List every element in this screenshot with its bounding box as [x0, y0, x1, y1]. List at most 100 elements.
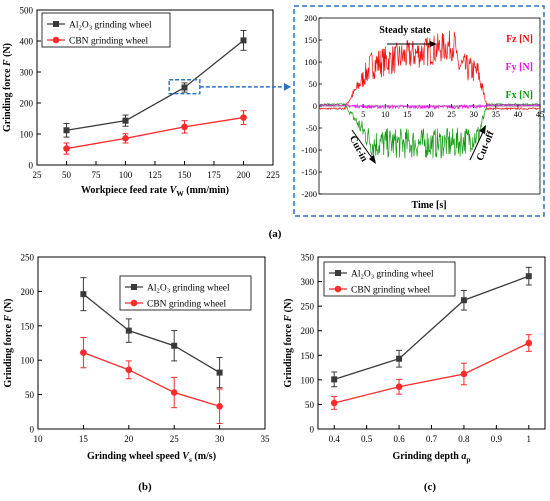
- x-tick-label: 200: [237, 170, 251, 180]
- legend-label: CBN grinding wheel: [147, 300, 227, 310]
- y-tick-label: 100: [20, 130, 34, 140]
- y-tick-label: 300: [301, 277, 315, 287]
- x-axis-label: Grinding depth ap: [392, 451, 470, 464]
- x-tick-label: 0.4: [329, 434, 341, 444]
- y-tick-label: 250: [301, 302, 315, 312]
- y-tick-label: 150: [301, 351, 315, 361]
- data-point: [170, 389, 178, 396]
- x-axis-label: Grinding wheel speed Vs (m/s): [87, 451, 216, 464]
- y-tick-label: 100: [21, 356, 35, 366]
- annotation-steady-arrowhead: [430, 41, 437, 47]
- data-point: [122, 117, 129, 124]
- inset-y-tick-label: -200: [301, 189, 317, 199]
- x-tick-label: 20: [124, 434, 134, 444]
- inset-x-tick-label: 35: [492, 109, 501, 119]
- data-point: [525, 273, 532, 280]
- y-axis-label: Grinding force F (N): [283, 299, 294, 388]
- x-tick-label: 30: [215, 434, 225, 444]
- annotation-cutin-arrow: [351, 129, 373, 159]
- y-tick-label: 400: [20, 37, 34, 47]
- data-point: [240, 37, 247, 44]
- legend-label: CBN grinding wheel: [69, 37, 149, 47]
- inset-legend-label: Fy [N]: [506, 62, 534, 73]
- inset-y-tick-label: -150: [301, 167, 317, 177]
- y-tick-label: 200: [20, 99, 34, 109]
- x-tick-label: 15: [79, 434, 89, 444]
- inset-x-tick-label: 25: [447, 109, 456, 119]
- data-point: [330, 399, 338, 407]
- data-point: [181, 123, 188, 131]
- legend-marker: [52, 36, 60, 44]
- y-tick-label: 500: [20, 6, 34, 16]
- x-tick-label: 225: [266, 170, 280, 180]
- legend-label: Al2O3 grinding wheel: [351, 270, 434, 281]
- series-line: [66, 116, 244, 150]
- inset-y-tick-label: 150: [304, 35, 317, 45]
- series-line: [334, 342, 530, 404]
- inset-y-tick-label: 100: [304, 57, 317, 67]
- panel-label: (b): [138, 481, 152, 493]
- data-point: [240, 114, 247, 121]
- legend-box: [41, 12, 171, 48]
- data-point: [80, 291, 87, 298]
- panel-label: (a): [269, 228, 282, 240]
- inset-y-tick-label: -50: [306, 123, 317, 133]
- series-line: [83, 352, 220, 407]
- signal-fy: [318, 103, 540, 110]
- x-tick-label: 150: [178, 170, 192, 180]
- series-line: [334, 275, 530, 380]
- data-point: [525, 339, 533, 347]
- chart-c: 0.4 0.5 0.6 0.7 0.8 0.9 1 0 50 100 150 200 250 300 350…: [283, 253, 546, 493]
- x-tick-label: 25: [170, 434, 180, 444]
- y-tick-label: 0: [29, 161, 34, 171]
- y-tick-label: 200: [301, 326, 315, 336]
- inset-legend-label: Fz [N]: [506, 34, 533, 45]
- series-line: [82, 293, 220, 374]
- legend-box: [119, 275, 252, 311]
- y-tick-label: 350: [301, 253, 315, 263]
- inset-x-axis-label: Time [s]: [411, 200, 446, 211]
- inset-x-tick-label: 15: [403, 109, 412, 119]
- x-tick-label: 0.6: [393, 434, 405, 444]
- data-point: [216, 369, 223, 376]
- inset-y-tick-label: 50: [309, 79, 318, 89]
- x-tick-label: 175: [207, 170, 221, 180]
- data-point: [395, 383, 403, 391]
- y-tick-label: 50: [305, 400, 315, 410]
- y-tick-label: 200: [21, 287, 35, 297]
- inset-x-tick-label: 45: [536, 109, 545, 119]
- annotation-cutoff-arrowhead: [479, 125, 486, 134]
- inset-x-tick-label: 30: [469, 109, 478, 119]
- series-line: [66, 39, 244, 131]
- inset-y-tick-label: -100: [301, 145, 317, 155]
- x-tick-label: 1: [527, 434, 532, 444]
- x-tick-label: 100: [119, 170, 133, 180]
- y-tick-label: 0: [310, 425, 315, 435]
- legend-marker: [53, 21, 59, 27]
- x-tick-label: 0.8: [458, 434, 470, 444]
- data-point: [396, 355, 403, 362]
- inset-y-tick-label: 0: [313, 101, 317, 111]
- x-tick-label: 0.9: [491, 434, 503, 444]
- plot-frame: [37, 256, 266, 430]
- legend-marker: [130, 299, 138, 307]
- data-point: [63, 127, 70, 134]
- data-point: [181, 84, 188, 91]
- y-tick-label: 250: [21, 253, 35, 263]
- x-tick-label: 50: [62, 170, 72, 180]
- inset-x-tick-label: 40: [514, 109, 523, 119]
- data-point: [125, 366, 133, 374]
- y-tick-label: 100: [301, 375, 315, 385]
- legend-label: Al2O3 grinding wheel: [69, 21, 152, 32]
- chart-a: 25 50 75 100 125 150 175 200 225 0 100 200 300 400 500…: [2, 6, 282, 241]
- data-point: [460, 297, 467, 304]
- inset-y-tick-label: 200: [304, 13, 317, 23]
- panel-label: (c): [424, 481, 437, 493]
- chart-a-inset: -200 -150 -100 -50 0 50 100 150 200 5 10 15 20 25 30 35…: [301, 13, 544, 211]
- x-tick-label: 25: [33, 170, 43, 180]
- x-axis-label: Workpiece feed rate VW (mm/min): [81, 185, 229, 198]
- legend-marker: [335, 270, 341, 276]
- highlight-arrow-head: [284, 82, 291, 91]
- data-point: [171, 342, 178, 349]
